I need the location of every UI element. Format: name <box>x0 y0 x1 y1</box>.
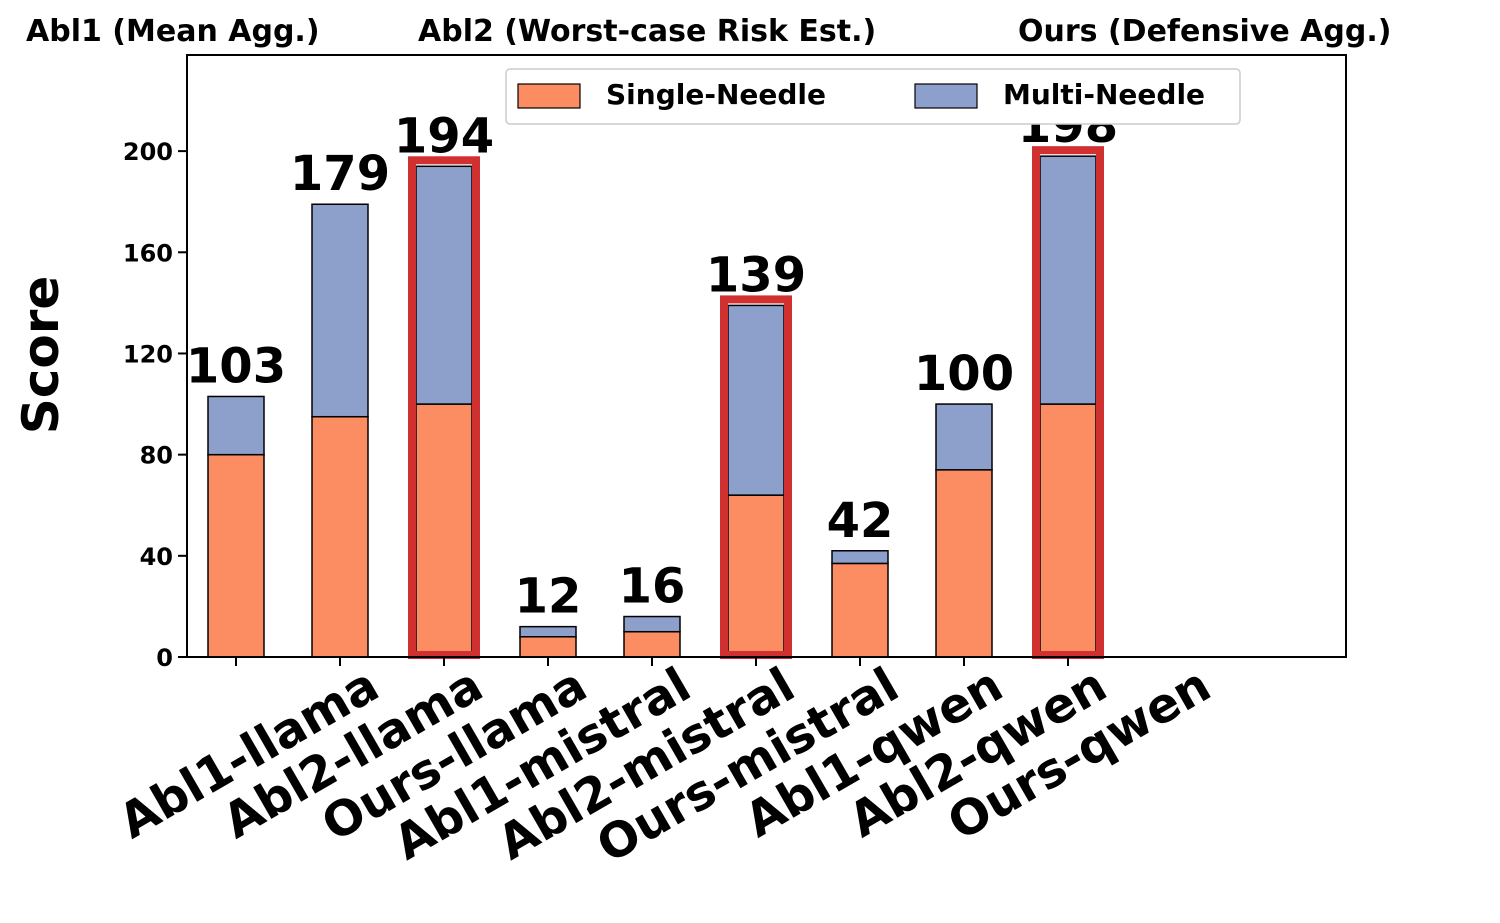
legend-swatch-multi-needle <box>914 83 978 109</box>
group-title-abl1: Abl1 (Mean Agg.) <box>26 14 320 49</box>
bar-multi-needle <box>935 403 993 471</box>
legend: Single-Needle Multi-Needle <box>505 68 1241 125</box>
y-tick-label: 40 <box>140 543 173 571</box>
highlight-frames <box>408 146 1104 659</box>
total-label: 103 <box>186 338 286 394</box>
bar-single-needle <box>1039 403 1097 658</box>
legend-swatch-single-needle <box>517 83 581 109</box>
total-label: 179 <box>290 146 390 202</box>
legend-label-single-needle: Single-Needle <box>606 78 826 111</box>
total-label: 42 <box>827 493 894 549</box>
bar-single-needle <box>207 453 265 658</box>
bar-single-needle <box>311 415 369 658</box>
bar-single-needle <box>831 562 889 658</box>
y-tick-label: 0 <box>156 644 173 672</box>
bar-single-needle <box>935 469 993 658</box>
bar-multi-needle <box>623 615 681 633</box>
bar-multi-needle <box>207 395 265 456</box>
y-axis-ticks: 0 40 80 120 160 200 <box>123 138 187 672</box>
group-titles: Abl1 (Mean Agg.) Abl2 (Worst-case Risk E… <box>26 14 1391 49</box>
y-tick-label: 80 <box>140 442 173 470</box>
bar-single-needle <box>727 494 785 658</box>
y-axis-label: Score <box>12 276 70 435</box>
y-tick-label: 200 <box>123 138 173 166</box>
bar-single-needle <box>623 630 681 658</box>
legend-box <box>505 68 1241 125</box>
plot-frame <box>186 54 1347 658</box>
total-label: 194 <box>394 108 494 164</box>
group-title-ours: Ours (Defensive Agg.) <box>1018 14 1391 49</box>
bar-multi-needle <box>727 304 785 496</box>
highlight-frame <box>720 295 792 659</box>
bar-multi-needle <box>831 550 889 565</box>
bars <box>207 155 1097 658</box>
total-label: 12 <box>515 569 582 625</box>
total-label: 16 <box>619 559 686 615</box>
total-label: 139 <box>706 247 806 303</box>
y-tick-label: 160 <box>123 239 173 267</box>
bar-multi-needle <box>1039 155 1097 405</box>
bar-multi-needle <box>415 165 473 405</box>
x-axis-ticks: Abl1-llamaAbl2-llamaOurs-llamaAbl1-mistr… <box>110 657 1220 874</box>
highlight-frame <box>1032 146 1104 659</box>
bar-single-needle <box>415 403 473 658</box>
total-label: 100 <box>914 346 1014 402</box>
y-tick-label: 120 <box>123 340 173 368</box>
highlight-frame <box>408 156 480 659</box>
bar-multi-needle <box>311 203 369 418</box>
legend-label-multi-needle: Multi-Needle <box>1003 78 1205 111</box>
group-title-abl2: Abl2 (Worst-case Risk Est.) <box>418 14 876 49</box>
bar-multi-needle <box>519 625 577 638</box>
bar-single-needle <box>519 636 577 658</box>
